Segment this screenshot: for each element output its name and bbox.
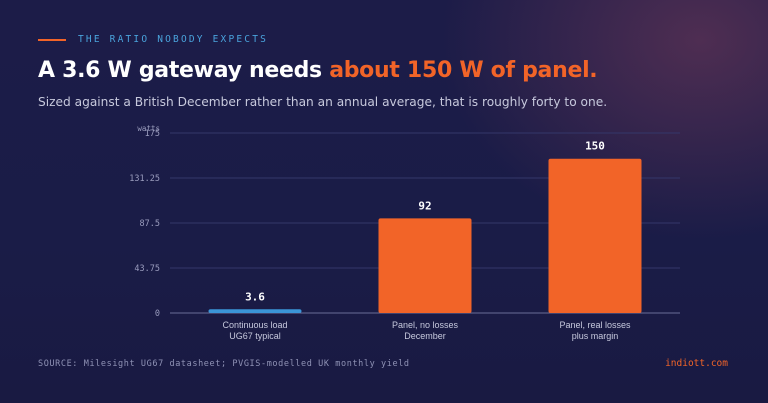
eyebrow: THE RATIO NOBODY EXPECTS	[38, 34, 268, 45]
bar	[378, 218, 472, 313]
x-tick-label: Panel, real losses	[559, 320, 631, 330]
source-note: SOURCE: Milesight UG67 datasheet; PVGIS-…	[38, 359, 410, 369]
brand-link[interactable]: indiott.com	[665, 358, 728, 369]
y-tick-label: 87.5	[140, 219, 160, 229]
x-tick-label: Continuous load	[222, 320, 287, 330]
eyebrow-text: THE RATIO NOBODY EXPECTS	[78, 34, 269, 45]
title-accent: about 150 W of panel.	[329, 58, 598, 83]
y-tick-label: 0	[155, 309, 160, 319]
y-axis-label: watts	[137, 124, 160, 133]
x-tick-label: UG67 typical	[229, 331, 281, 341]
eyebrow-accent-line	[38, 38, 66, 41]
page-title: A 3.6 W gateway needs about 150 W of pan…	[38, 58, 598, 83]
x-tick-label: Panel, no losses	[392, 320, 459, 330]
bar-value-label: 3.6	[245, 290, 265, 303]
bar	[548, 158, 642, 313]
bar	[208, 309, 302, 313]
bar-value-label: 150	[585, 140, 605, 153]
page-subtitle: Sized against a British December rather …	[38, 95, 608, 109]
title-plain: A 3.6 W gateway needs	[38, 58, 330, 83]
x-tick-label: plus margin	[572, 331, 619, 341]
y-tick-label: 175	[145, 129, 160, 139]
y-tick-label: 43.75	[134, 264, 160, 274]
x-tick-label: December	[404, 331, 446, 341]
y-tick-label: 131.25	[129, 174, 160, 184]
bar-value-label: 92	[418, 199, 431, 212]
